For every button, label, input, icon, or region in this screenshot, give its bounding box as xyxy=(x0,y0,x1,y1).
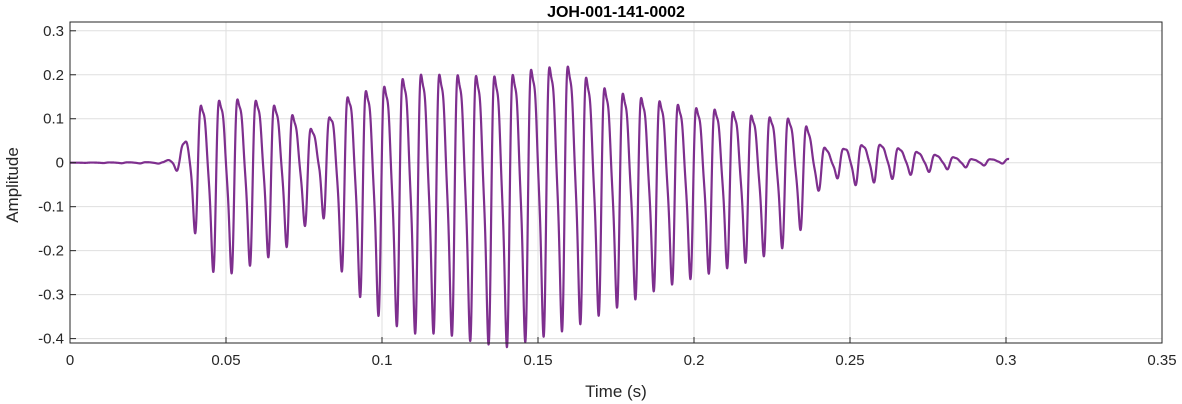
x-tick-label: 0.05 xyxy=(211,352,240,369)
y-tick-label: 0.1 xyxy=(43,111,64,128)
x-tick-label: 0.15 xyxy=(523,352,552,369)
x-tick-label: 0.35 xyxy=(1147,352,1176,369)
y-tick-label: 0 xyxy=(56,155,64,172)
y-tick-label: -0.1 xyxy=(38,199,64,216)
axis-ticks: 0 0.05 0.1 0.15 0.2 0.25 0.3 0.35 -0.4 -0.3 -0.2 -0… xyxy=(38,23,1176,369)
x-tick-label: 0.25 xyxy=(835,352,864,369)
x-tick-label: 0.2 xyxy=(684,352,705,369)
x-tick-label: 0.3 xyxy=(996,352,1017,369)
x-axis-label: Time (s) xyxy=(585,382,647,401)
y-tick-label: -0.4 xyxy=(38,331,64,348)
y-tick-label: 0.2 xyxy=(43,67,64,84)
y-tick-label: -0.3 xyxy=(38,287,64,304)
x-tick-label: 0 xyxy=(66,352,74,369)
signal-series xyxy=(69,65,1011,349)
plot-frame xyxy=(69,21,1163,344)
y-tick-label: -0.2 xyxy=(38,243,64,260)
chart-title: JOH-001-141-0002 xyxy=(547,4,685,21)
x-tick-label: 0.1 xyxy=(372,352,393,369)
waveform-line xyxy=(69,65,1011,349)
y-axis-label: Amplitude xyxy=(3,147,22,223)
y-tick-label: 0.3 xyxy=(43,23,64,40)
